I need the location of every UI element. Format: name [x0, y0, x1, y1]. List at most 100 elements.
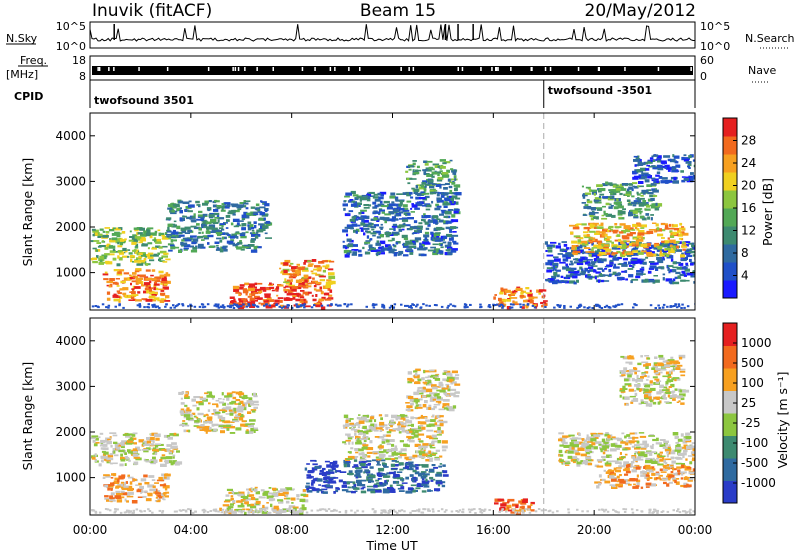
freq-gap: [97, 67, 99, 71]
heatmap-cell: [127, 249, 130, 251]
heatmap-cell: [413, 370, 417, 372]
heatmap-cell: [662, 177, 668, 180]
heatmap-cell: [409, 252, 413, 255]
heatmap-cell: [442, 440, 448, 443]
heatmap-cell: [627, 253, 634, 256]
heatmap-cell: [358, 212, 361, 215]
heatmap-cell: [121, 459, 126, 462]
heatmap-cell: [653, 275, 658, 277]
heatmap-cell: [235, 292, 240, 294]
heatmap-cell: [603, 275, 609, 277]
heatmap-cell: [640, 444, 645, 446]
heatmap-cell: [384, 480, 386, 483]
heatmap-cell: [630, 433, 635, 435]
heatmap-cell: [239, 417, 243, 420]
heatmap-cell: [635, 165, 637, 167]
heatmap-cell: [431, 375, 438, 377]
heatmap-cell: [373, 217, 377, 220]
heatmap-cell: [163, 253, 168, 255]
heatmap-cell: [614, 202, 619, 205]
heatmap-cell: [659, 456, 665, 458]
heatmap-cell: [624, 474, 628, 476]
heatmap-cell: [641, 195, 644, 197]
heatmap-cell: [167, 236, 170, 238]
freq-gap: [545, 67, 547, 71]
heatmap-cell: [116, 486, 121, 488]
heatmap-cell: [498, 298, 502, 301]
heatmap-cell: [620, 441, 626, 443]
heatmap-cell: [277, 499, 283, 501]
heatmap-cell: [679, 228, 685, 230]
heatmap-cell: [546, 279, 551, 281]
heatmap-cell: [385, 427, 390, 429]
heatmap-cell: [428, 305, 431, 307]
heatmap-cell: [672, 269, 677, 272]
heatmap-cell: [685, 458, 687, 460]
heatmap-cell: [151, 443, 155, 446]
heatmap-cell: [178, 392, 183, 395]
heatmap-cell: [562, 241, 568, 243]
heatmap-cell: [219, 425, 226, 427]
heatmap-cell: [573, 227, 580, 230]
heatmap-cell: [353, 481, 356, 484]
heatmap-cell: [301, 299, 304, 302]
heatmap-cell: [424, 215, 431, 218]
heatmap-cell: [312, 282, 315, 284]
heatmap-cell: [421, 254, 427, 256]
heatmap-cell: [651, 451, 656, 453]
heatmap-cell: [245, 200, 250, 202]
heatmap-cell: [402, 229, 405, 231]
heatmap-cell: [412, 160, 417, 162]
heatmap-cell: [380, 430, 383, 433]
heatmap-cell: [259, 292, 261, 294]
heatmap-cell: [154, 434, 161, 438]
heatmap-cell: [433, 244, 439, 246]
heatmap-cell: [382, 246, 384, 249]
heatmap-cell: [300, 290, 305, 292]
heatmap-cell: [159, 246, 163, 248]
heatmap-cell: [244, 246, 248, 248]
heatmap-cell: [252, 304, 255, 306]
heatmap-cell: [661, 162, 667, 164]
heatmap-cell: [236, 392, 243, 395]
heatmap-cell: [283, 270, 287, 273]
heatmap-cell: [346, 458, 352, 460]
heatmap-cell: [139, 275, 146, 278]
heatmap-cell: [676, 447, 682, 450]
heatmap-cell: [434, 393, 439, 395]
heatmap-cell: [602, 206, 606, 208]
heatmap-cell: [587, 270, 589, 273]
power-cbar-label: Power [dB]: [760, 178, 775, 246]
heatmap-cell: [223, 504, 230, 506]
heatmap-cell: [159, 271, 164, 274]
heatmap-cell: [400, 440, 404, 442]
heatmap-cell: [424, 465, 428, 468]
heatmap-cell: [216, 205, 221, 207]
heatmap-cell: [657, 227, 660, 230]
heatmap-cell: [682, 249, 686, 251]
heatmap-cell: [376, 427, 383, 429]
heatmap-cell: [585, 204, 589, 206]
heatmap-cell: [663, 274, 666, 276]
heatmap-cell: [202, 203, 208, 206]
heatmap-cell: [395, 445, 398, 448]
heatmap-cell: [632, 307, 635, 309]
heatmap-cell: [394, 214, 398, 216]
heatmap-cell: [135, 484, 138, 486]
heatmap-cell: [669, 306, 672, 308]
heatmap-cell: [344, 443, 346, 445]
heatmap-cell: [248, 222, 252, 225]
heatmap-cell: [173, 455, 176, 457]
heatmap-cell: [646, 205, 650, 208]
heatmap-cell: [407, 201, 412, 203]
heatmap-cell: [442, 162, 446, 164]
heatmap-cell: [412, 241, 415, 243]
heatmap-cell: [686, 255, 692, 257]
heatmap-cell: [647, 161, 651, 164]
heatmap-cell: [568, 456, 573, 459]
heatmap-cell: [213, 228, 218, 230]
heatmap-cell: [407, 178, 410, 180]
heatmap-cell: [286, 298, 293, 301]
heatmap-cell: [437, 206, 442, 208]
heatmap-cell: [587, 276, 593, 279]
